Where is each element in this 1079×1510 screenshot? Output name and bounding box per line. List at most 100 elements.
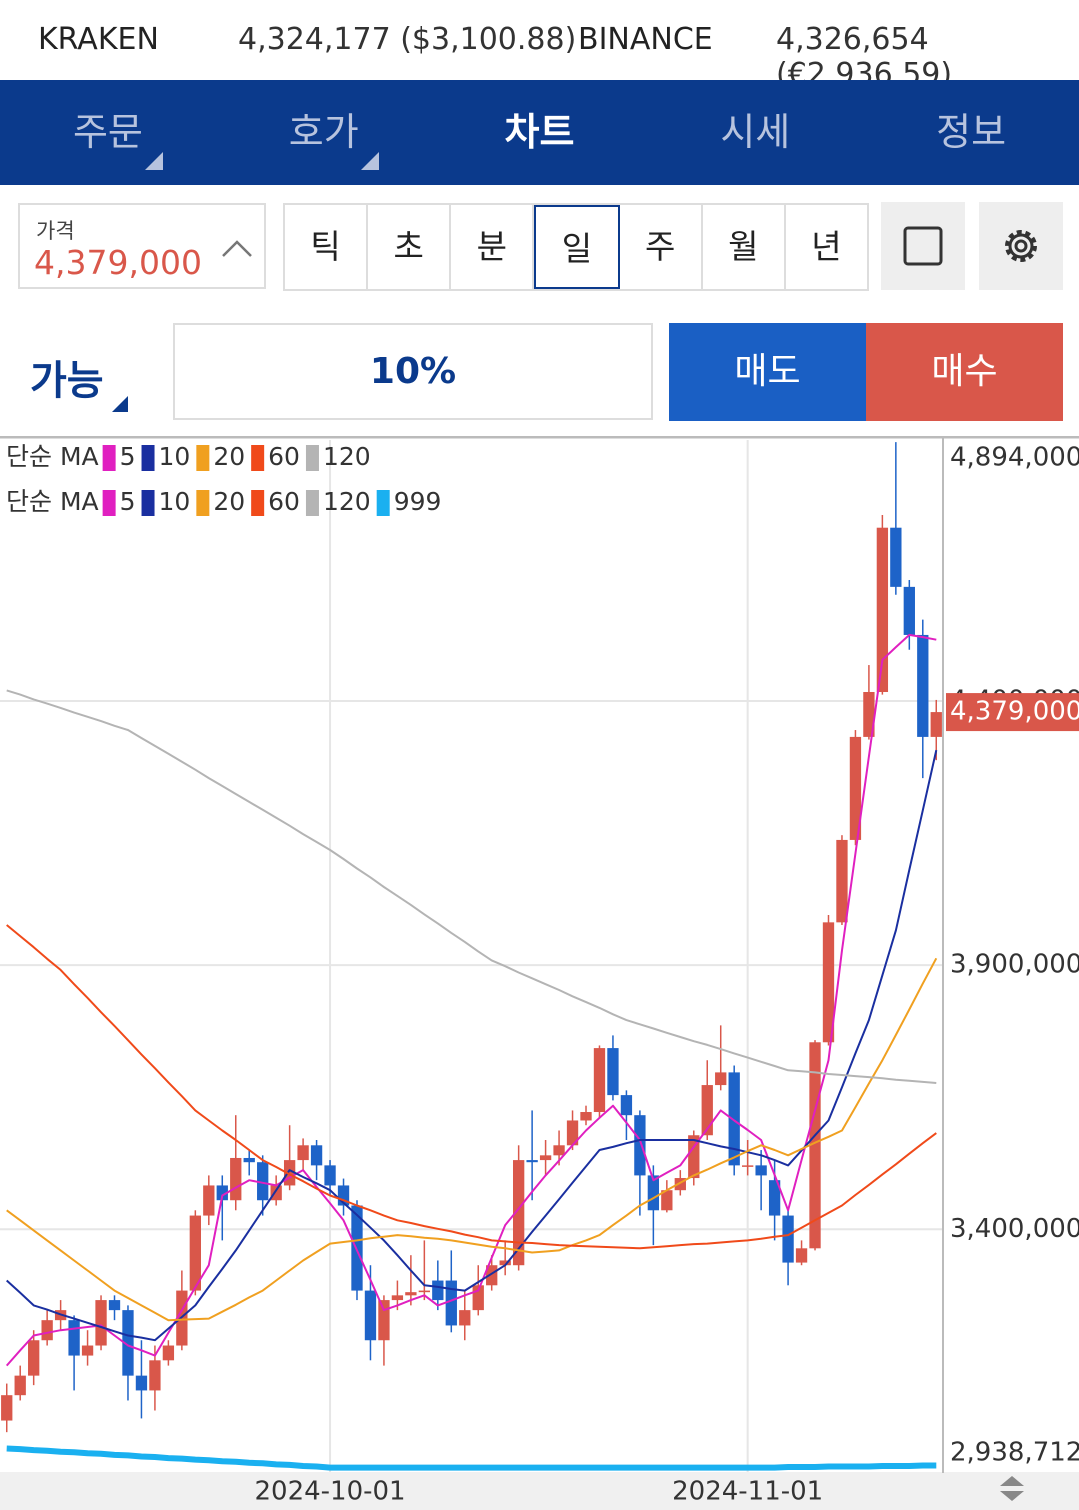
legend-swatch [251, 490, 265, 516]
candle-body [297, 1145, 309, 1161]
sell-button[interactable]: 매도 [669, 323, 866, 421]
candle-body [189, 1215, 201, 1291]
dropdown-indicator [112, 396, 128, 412]
candle-body [539, 1155, 552, 1161]
candle-body [499, 1260, 511, 1266]
candle-body [459, 1310, 471, 1326]
candle-body [324, 1165, 336, 1186]
exchange-name: BINANCE [578, 22, 713, 57]
ma-line [6, 1445, 937, 1471]
period-button[interactable]: 틱 [285, 205, 369, 289]
candle-body [230, 1157, 242, 1201]
price-box[interactable]: 가격 4,379,000 [18, 203, 266, 289]
candle-body [108, 1300, 121, 1311]
chart: 2,938,7123,400,0003,900,0004,400,0004,89… [0, 436, 1079, 1510]
candle-body [203, 1185, 215, 1216]
legend-label: 60 [268, 487, 300, 516]
fullscreen-button[interactable] [881, 202, 965, 290]
tab[interactable]: 정보 [936, 110, 1007, 154]
exchange-name: KRAKEN [38, 22, 159, 57]
exchange-price: 4,326,654 (€2,936.59) [776, 22, 953, 92]
legend-label: 5 [120, 487, 136, 516]
legend-label: 10 [159, 442, 191, 471]
available-label[interactable]: 가능 [30, 358, 104, 404]
candle-body [593, 1048, 606, 1113]
candle-body [526, 1160, 538, 1163]
ma-line [6, 689, 937, 1084]
settings-button[interactable] [979, 202, 1063, 290]
legend-swatch [251, 445, 265, 471]
last-price-box [946, 693, 1079, 732]
candle-body [566, 1120, 579, 1146]
candle-body [715, 1072, 727, 1086]
ratio-input[interactable]: 10% [173, 323, 653, 420]
period-button[interactable]: 월 [703, 205, 786, 289]
candle-body [849, 736, 862, 840]
candle-body [391, 1295, 404, 1301]
candle-body [243, 1157, 255, 1163]
legend-label: 120 [323, 487, 371, 516]
candle-body [405, 1292, 417, 1296]
period-button[interactable]: 주 [620, 205, 703, 289]
tab[interactable]: 호가 [288, 110, 359, 154]
legend-prefix: 단순 MA [6, 487, 99, 516]
candle-body [768, 1180, 781, 1216]
candle-body [68, 1320, 80, 1356]
candle-body [122, 1310, 134, 1376]
legend-swatch [102, 445, 116, 471]
ma-line [6, 749, 938, 1342]
x-axis-band [0, 1472, 1079, 1510]
dropdown-indicator [145, 152, 163, 170]
legend-swatch [305, 445, 319, 471]
candle-body [553, 1145, 565, 1156]
ma-line [6, 957, 938, 1322]
scroll-icon[interactable] [1000, 1476, 1024, 1486]
tab[interactable]: 주문 [72, 110, 143, 154]
legend-label: 20 [213, 487, 245, 516]
candle-body [782, 1215, 794, 1263]
buy-button[interactable]: 매수 [866, 323, 1063, 421]
candle-body [418, 1290, 431, 1293]
tab[interactable]: 차트 [504, 110, 575, 154]
y-tick-label: 3,400,000 [950, 1214, 1079, 1244]
candle-body [270, 1185, 282, 1201]
exchange-price: 4,324,177 ($3,100.88) [238, 22, 577, 57]
chevron-up [222, 240, 252, 257]
legend-prefix: 단순 MA [6, 442, 99, 471]
scroll-icon[interactable] [1000, 1491, 1024, 1501]
x-tick-label: 2024-10-01 [254, 1477, 405, 1507]
y-tick-label: 3,900,000 [950, 950, 1079, 980]
last-price-label: 4,379,000 [950, 697, 1079, 727]
period-button[interactable]: 일 [534, 205, 620, 289]
period-button[interactable]: 분 [451, 205, 535, 289]
candle-body [135, 1375, 148, 1391]
period-button[interactable]: 년 [811, 227, 842, 266]
candle-body [41, 1320, 53, 1341]
tab[interactable]: 시세 [720, 110, 791, 154]
exchange-bar: KRAKEN 4,324,177 ($3,100.88) BINANCE 4,3… [0, 0, 1079, 92]
legend-swatch [141, 490, 155, 516]
candle-body [162, 1345, 175, 1361]
candle-body [257, 1162, 269, 1201]
candle-body [310, 1145, 323, 1166]
legend-swatch [305, 490, 319, 516]
candle-body [728, 1072, 740, 1166]
candle-body [512, 1160, 525, 1266]
ma-line [6, 924, 937, 1250]
dropdown-indicator [361, 152, 379, 170]
candle-body [795, 1248, 808, 1263]
candle-body [486, 1265, 498, 1286]
legend-label: 999 [394, 487, 442, 516]
y-tick-label: 2,938,712 [950, 1438, 1079, 1468]
candle-body [472, 1285, 484, 1311]
legend-swatch [196, 490, 210, 516]
period-button[interactable]: 초 [368, 205, 452, 289]
legend-swatch [196, 445, 210, 471]
price-label: 가격 [36, 219, 75, 243]
candle-body [28, 1340, 40, 1376]
candles [1, 442, 942, 1433]
candle-body [809, 1042, 821, 1249]
legend-swatch [141, 445, 155, 471]
gear-icon [1005, 230, 1037, 262]
